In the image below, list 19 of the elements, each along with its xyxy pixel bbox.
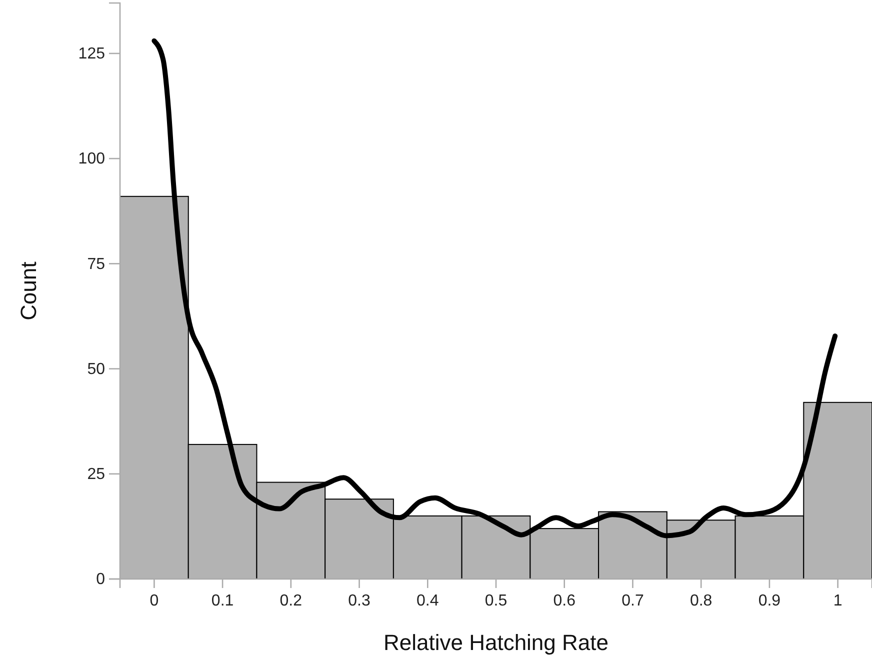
x-tick-label: 0.3 [348, 592, 370, 610]
x-tick-label: 0 [150, 592, 159, 610]
x-tick-label: 0.1 [211, 592, 234, 610]
y-tick-label: 0 [96, 571, 106, 588]
y-tick-label: 25 [87, 466, 106, 484]
y-axis-title: Count [16, 262, 41, 320]
x-tick-label: 0.7 [622, 592, 644, 610]
x-tick-label: 0.6 [553, 592, 576, 610]
y-tick-label: 50 [87, 360, 106, 378]
y-tick-label: 75 [87, 256, 106, 273]
y-tick-label: 100 [78, 150, 106, 168]
y-tick-label: 125 [78, 46, 106, 63]
x-tick-label: 1 [833, 592, 842, 610]
x-tick-label: 0.2 [280, 592, 302, 610]
x-axis-title: Relative Hatching Rate [383, 630, 609, 655]
x-tick-label: 0.4 [416, 592, 439, 610]
x-tick-label: 0.5 [484, 592, 508, 610]
x-tick-label: 0.8 [690, 592, 712, 610]
x-tick-label: 0.9 [758, 592, 781, 610]
